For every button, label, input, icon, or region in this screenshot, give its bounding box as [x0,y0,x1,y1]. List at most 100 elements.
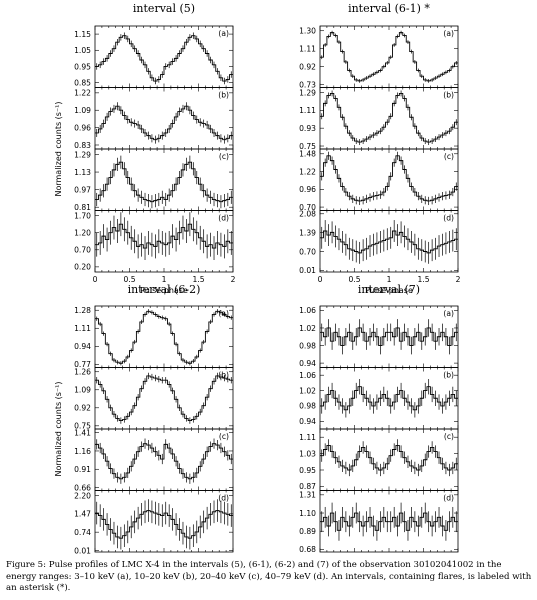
y-tick-label: 1.29 [299,88,316,97]
data-step-line [95,510,233,539]
x-tick-label: 2 [231,275,236,284]
data-step-line [95,375,233,421]
y-tick-label: 0.01 [299,266,316,275]
data-step-line [95,161,233,203]
y-tick-label: 0.70 [74,246,91,255]
y-tick-label: 1.10 [299,509,316,518]
y-tick-label: 1.13 [74,168,91,177]
panel: 0.66 0.91 1.16 1.41 (c) [74,428,234,492]
panel: 0.01 0.70 1.39 2.08 (d) 0 0.5 1 1.5 2 Pulse phase [299,210,461,295]
x-tick-label: 1 [162,275,167,284]
panel-frame [94,25,234,88]
panel: 0.75 0.93 1.11 1.29 (b) [299,87,459,151]
x-tick-label: 1.5 [417,275,429,284]
y-tick-label: 0.91 [74,465,91,474]
panel-label: (a) [443,29,454,38]
y-tick-label: 1.70 [74,211,91,220]
data-step-line [95,35,233,82]
chart-title: interval (5) [133,2,195,15]
x-tick-label: 1 [387,275,392,284]
data-step-line [95,105,233,141]
y-tick-label: 1.30 [299,27,316,36]
y-tick-label: 1.11 [74,324,91,333]
data-step-line [320,444,458,471]
chart-title: interval (6-1) * [348,2,430,15]
y-tick-label: 1.09 [74,106,91,115]
y-tick-label: 0.94 [74,342,91,351]
data-step-line [95,223,233,249]
y-tick-label: 0.96 [74,123,91,132]
panel-label: (a) [218,29,229,38]
panel-label: (b) [443,371,454,380]
y-tick-label: 1.11 [299,45,316,54]
panel: 0.20 0.70 1.20 1.70 (d) 0 0.5 1 1.5 2 Pulse phase [74,210,236,295]
y-tick-label: 1.22 [299,167,316,176]
y-tick-label: 1.06 [299,306,316,315]
panel: 0.94 0.98 1.02 1.06 (a) [299,305,459,368]
y-axis-label: Normalized counts (s⁻¹) [54,101,63,196]
y-tick-label: 1.02 [299,386,316,395]
data-step-line [95,443,233,480]
y-tick-label: 1.05 [74,46,91,55]
data-step-line [95,310,233,364]
y-tick-label: 0.66 [74,483,91,492]
y-tick-label: 1.22 [74,89,91,98]
panel-label: (b) [218,91,229,100]
panel-label: (d) [443,214,454,223]
x-tick-label: 2 [456,275,461,284]
x-tick-label: 1.5 [192,275,204,284]
y-tick-label: 1.11 [299,433,316,442]
y-tick-label: 0.75 [74,422,91,431]
y-tick-label: 1.02 [299,324,316,333]
panel: 0.75 0.92 1.09 1.26 (b) [74,367,234,431]
y-tick-label: 1.06 [299,371,316,380]
panel: 0.85 0.95 1.05 1.15 (a) [74,25,234,88]
panel: 0.87 0.95 1.03 1.11 (c) [299,428,459,491]
chart-group: interval (6-2) 0.77 0.94 1.11 1.28 (a) 0.75 0.9… [54,283,234,555]
panel: 0.77 0.94 1.11 1.28 (a) [74,305,234,369]
y-tick-label: 0.96 [299,185,316,194]
y-tick-label: 0.97 [74,185,91,194]
y-tick-label: 1.11 [299,106,316,115]
y-tick-label: 1.16 [74,447,91,456]
y-tick-label: 0.01 [74,546,91,555]
y-tick-label: 0.98 [299,341,316,350]
y-tick-label: 1.15 [74,30,91,39]
y-tick-label: 0.92 [74,404,91,413]
chart-group: interval (5) 0.85 0.95 1.05 1.15 (a) 0.83 0.96 1… [54,2,236,295]
x-axis-label: Pulse phase [140,286,188,295]
panel-label: (d) [218,494,229,503]
y-tick-label: 0.98 [299,402,316,411]
y-tick-label: 0.74 [74,528,91,537]
caption-text: Pulse profiles of LMC X-4 in the interva… [6,560,532,593]
y-tick-label: 2.08 [299,210,316,219]
panel-label: (c) [444,152,454,161]
caption-label: Figure 5: [6,560,47,570]
y-tick-label: 0.85 [74,78,91,87]
panel-frame [94,148,234,211]
figure-caption: Figure 5: Pulse profiles of LMC X-4 in t… [6,560,533,595]
y-tick-label: 0.89 [299,527,316,536]
y-tick-label: 0.87 [299,482,316,491]
data-step-line [320,230,458,254]
y-tick-label: 0.70 [299,203,316,212]
panel-label: (c) [219,432,229,441]
x-tick-label: 0 [93,275,98,284]
y-tick-label: 2.20 [74,491,91,500]
data-step-line [320,155,458,202]
y-tick-label: 0.95 [74,62,91,71]
y-tick-label: 0.93 [299,124,316,133]
y-tick-label: 1.28 [74,306,91,315]
panel: 0.83 0.96 1.09 1.22 (b) [74,87,234,150]
panel: 0.94 0.98 1.02 1.06 (b) [299,367,459,430]
y-tick-label: 1.26 [74,368,91,377]
panel-frame [94,490,234,553]
y-tick-label: 0.94 [299,417,316,426]
y-tick-label: 1.41 [74,428,91,437]
y-tick-label: 1.31 [299,491,316,500]
panel-label: (a) [443,309,454,318]
y-tick-label: 0.95 [299,466,316,475]
y-tick-label: 0.75 [299,142,316,151]
y-tick-label: 0.83 [74,141,91,150]
